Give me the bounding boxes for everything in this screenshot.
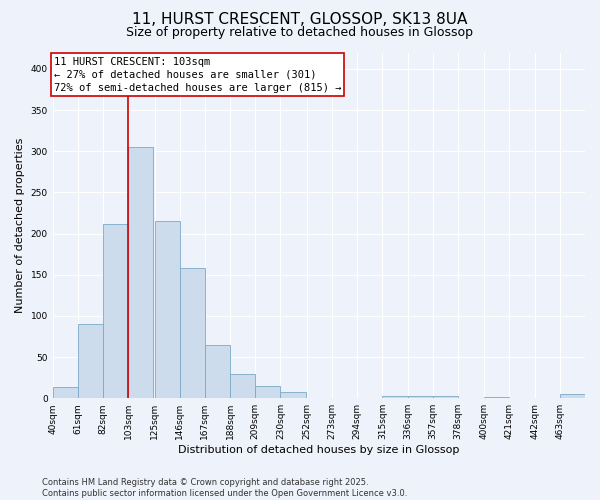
Bar (128, 147, 154, 398)
Bar (382, 396, 407, 398)
Bar (78, 324, 103, 398)
Bar (230, 374, 255, 398)
Bar (433, 396, 458, 398)
Text: 11, HURST CRESCENT, GLOSSOP, SK13 8UA: 11, HURST CRESCENT, GLOSSOP, SK13 8UA (133, 12, 467, 28)
Text: Contains HM Land Registry data © Crown copyright and database right 2025.
Contai: Contains HM Land Registry data © Crown c… (42, 478, 407, 498)
Bar (180, 268, 205, 398)
Bar (255, 386, 280, 398)
Bar (53, 386, 78, 398)
Bar (407, 396, 433, 398)
Bar (205, 344, 230, 398)
Y-axis label: Number of detached properties: Number of detached properties (15, 138, 25, 313)
Bar (155, 221, 180, 398)
Bar (103, 224, 128, 398)
X-axis label: Distribution of detached houses by size in Glossop: Distribution of detached houses by size … (178, 445, 460, 455)
Bar (560, 394, 585, 398)
Bar (484, 396, 509, 398)
Text: Size of property relative to detached houses in Glossop: Size of property relative to detached ho… (127, 26, 473, 39)
Text: 11 HURST CRESCENT: 103sqm
← 27% of detached houses are smaller (301)
72% of semi: 11 HURST CRESCENT: 103sqm ← 27% of detac… (54, 56, 341, 93)
Bar (280, 392, 305, 398)
